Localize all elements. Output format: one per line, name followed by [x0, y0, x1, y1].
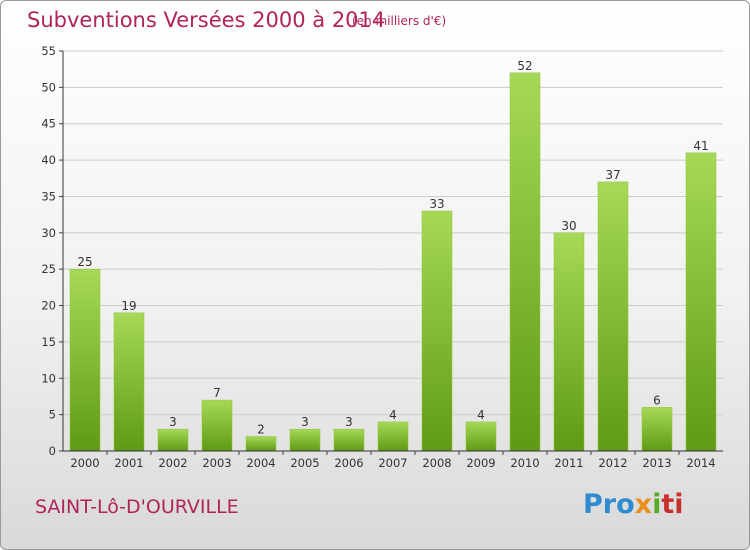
bar	[157, 428, 189, 452]
labels: 0 5 10 15 20 25 30 35 40 45 50 55 25 2000 19 2001 3 2002 7…	[41, 44, 715, 470]
bar-value-label: 37	[605, 168, 620, 182]
bar	[685, 152, 717, 452]
bars	[69, 72, 717, 452]
x-tick-label: 2013	[642, 456, 671, 470]
proxiti-logo[interactable]: Proxiti	[583, 489, 684, 520]
y-tick-label: 40	[41, 153, 56, 167]
bar	[509, 72, 541, 452]
bar-value-label: 2	[257, 422, 265, 436]
bar-value-label: 52	[517, 59, 532, 73]
x-tick-label: 2012	[598, 456, 627, 470]
bar	[113, 312, 145, 452]
bar-value-label: 30	[561, 219, 576, 233]
bar	[201, 399, 233, 452]
y-tick-label: 25	[41, 262, 56, 276]
axes	[59, 50, 723, 455]
bar	[333, 428, 365, 452]
bar-value-label: 3	[169, 415, 177, 429]
logo-part: ti	[661, 489, 684, 520]
y-tick-label: 55	[41, 44, 56, 58]
bar	[245, 436, 277, 452]
x-tick-label: 2001	[114, 456, 143, 470]
bar-value-label: 41	[693, 139, 708, 153]
logo-part: x	[634, 489, 653, 520]
x-tick-label: 2006	[334, 456, 363, 470]
bar	[553, 232, 585, 452]
bar-value-label: 6	[653, 393, 661, 407]
bar	[465, 421, 497, 452]
y-tick-label: 10	[41, 371, 56, 385]
y-tick-label: 0	[49, 444, 56, 458]
x-tick-label: 2000	[70, 456, 99, 470]
y-tick-label: 50	[41, 80, 56, 94]
x-tick-label: 2003	[202, 456, 231, 470]
bar-value-label: 19	[121, 299, 136, 313]
bar-value-label: 4	[389, 408, 397, 422]
y-tick-label: 15	[41, 335, 56, 349]
x-tick-label: 2009	[466, 456, 495, 470]
y-tick-label: 20	[41, 299, 56, 313]
commune-name: SAINT-Lô-D'OURVILLE	[35, 496, 239, 518]
y-tick-label: 45	[41, 117, 56, 131]
bar	[597, 181, 629, 452]
bar	[641, 407, 673, 452]
x-tick-label: 2004	[246, 456, 275, 470]
y-tick-label: 30	[41, 226, 56, 240]
bar	[289, 428, 321, 452]
y-tick-label: 5	[49, 408, 56, 422]
bar-value-label: 25	[77, 255, 92, 269]
logo-part: Pro	[583, 489, 635, 520]
bar-value-label: 7	[213, 386, 221, 400]
x-tick-label: 2010	[510, 456, 539, 470]
x-tick-label: 2002	[158, 456, 187, 470]
chart-subtitle: (en milliers d'€)	[352, 14, 447, 28]
bar	[421, 210, 453, 452]
chart-title: Subventions Versées 2000 à 2014	[27, 8, 386, 32]
bar-value-label: 3	[345, 415, 353, 429]
bar-value-label: 3	[301, 415, 309, 429]
bar	[69, 268, 101, 452]
x-tick-label: 2011	[554, 456, 583, 470]
x-tick-label: 2008	[422, 456, 451, 470]
bar-value-label: 33	[429, 197, 444, 211]
x-tick-label: 2005	[290, 456, 319, 470]
logo-part: i	[652, 489, 662, 520]
bar-value-label: 4	[477, 408, 485, 422]
bar	[377, 421, 409, 452]
x-tick-label: 2007	[378, 456, 407, 470]
x-tick-label: 2014	[686, 456, 715, 470]
y-tick-label: 35	[41, 189, 56, 203]
